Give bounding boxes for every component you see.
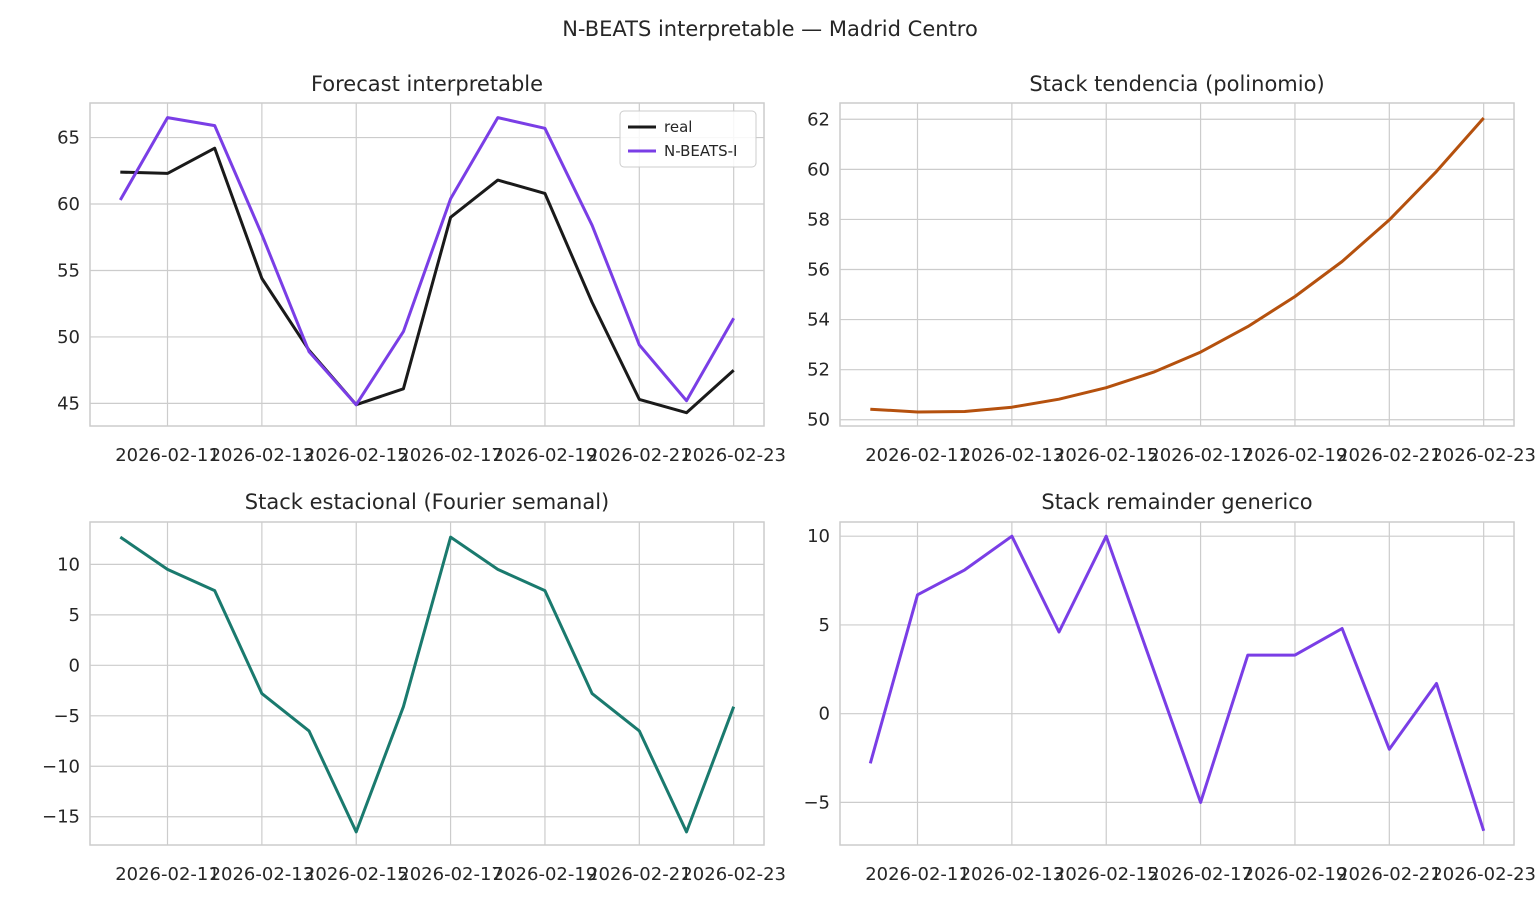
x-tick-label: 2026-02-17 xyxy=(398,864,503,885)
x-tick-label: 2026-02-11 xyxy=(115,445,220,466)
legend-label: real xyxy=(664,118,692,136)
figure-title: N-BEATS interpretable — Madrid Centro xyxy=(562,17,978,41)
y-tick-label: 50 xyxy=(57,327,80,348)
y-tick-label: 60 xyxy=(57,194,80,215)
y-tick-label: 62 xyxy=(807,109,830,130)
x-tick-label: 2026-02-17 xyxy=(1148,864,1253,885)
panel-4: 2026-02-112026-02-132026-02-152026-02-17… xyxy=(803,490,1536,885)
panel-title: Stack tendencia (polinomio) xyxy=(1029,72,1324,96)
x-tick-label: 2026-02-11 xyxy=(865,864,970,885)
x-tick-label: 2026-02-21 xyxy=(1337,445,1442,466)
panel-title: Stack estacional (Fourier semanal) xyxy=(245,490,609,514)
y-tick-label: 54 xyxy=(807,310,830,331)
x-tick-label: 2026-02-15 xyxy=(1054,864,1159,885)
x-tick-label: 2026-02-11 xyxy=(865,445,970,466)
x-tick-label: 2026-02-15 xyxy=(304,864,409,885)
plot-frame xyxy=(839,102,1515,427)
x-tick-label: 2026-02-17 xyxy=(398,445,503,466)
y-tick-label: 0 xyxy=(69,655,80,676)
x-tick-label: 2026-02-13 xyxy=(210,864,315,885)
y-tick-label: 65 xyxy=(57,128,80,149)
series-line-series-1 xyxy=(870,117,1485,414)
x-tick-label: 2026-02-15 xyxy=(1054,445,1159,466)
legend-label: N-BEATS-I xyxy=(664,142,737,160)
x-tick-label: 2026-02-15 xyxy=(304,445,409,466)
x-tick-label: 2026-02-21 xyxy=(587,445,692,466)
plot-frame xyxy=(839,521,1515,846)
x-tick-label: 2026-02-13 xyxy=(210,445,315,466)
panel-title: Stack remainder generico xyxy=(1041,490,1312,514)
x-tick-label: 2026-02-19 xyxy=(1243,445,1348,466)
series-line-real xyxy=(120,146,735,415)
series-line-series-1 xyxy=(868,534,1486,832)
panel-2: 2026-02-112026-02-132026-02-152026-02-17… xyxy=(807,72,1536,466)
y-tick-label: 58 xyxy=(807,209,830,230)
x-tick-label: 2026-02-23 xyxy=(1431,445,1536,466)
x-tick-label: 2026-02-19 xyxy=(493,445,598,466)
x-tick-label: 2026-02-23 xyxy=(681,864,786,885)
x-tick-label: 2026-02-13 xyxy=(960,445,1065,466)
x-tick-label: 2026-02-13 xyxy=(960,864,1065,885)
panel-3: 2026-02-112026-02-132026-02-152026-02-17… xyxy=(42,490,786,885)
x-tick-label: 2026-02-11 xyxy=(115,864,220,885)
y-tick-label: 60 xyxy=(807,159,830,180)
panel-title: Forecast interpretable xyxy=(311,72,543,96)
x-tick-label: 2026-02-23 xyxy=(1431,864,1536,885)
series-line-series-1 xyxy=(119,535,736,834)
y-tick-label: −5 xyxy=(53,706,80,727)
y-tick-label: −10 xyxy=(42,756,80,777)
legend-box xyxy=(619,110,757,168)
y-tick-label: 10 xyxy=(807,526,830,547)
plot-frame xyxy=(89,521,765,846)
y-tick-label: 52 xyxy=(807,360,830,381)
series-line-n-beats-i xyxy=(118,116,736,407)
y-tick-label: −15 xyxy=(42,807,80,828)
y-tick-label: 45 xyxy=(57,393,80,414)
x-tick-label: 2026-02-17 xyxy=(1148,445,1253,466)
x-tick-label: 2026-02-19 xyxy=(1243,864,1348,885)
plot-frame xyxy=(89,102,765,427)
x-tick-label: 2026-02-19 xyxy=(493,864,598,885)
y-tick-label: −5 xyxy=(803,792,830,813)
x-tick-label: 2026-02-23 xyxy=(681,445,786,466)
y-tick-label: 5 xyxy=(69,605,80,626)
legend: real N-BEATS-I xyxy=(619,110,757,168)
y-tick-label: 55 xyxy=(57,260,80,281)
y-tick-label: 5 xyxy=(819,615,830,636)
y-tick-label: 50 xyxy=(807,410,830,431)
y-tick-label: 10 xyxy=(57,554,80,575)
x-tick-label: 2026-02-21 xyxy=(587,864,692,885)
y-tick-label: 56 xyxy=(807,260,830,281)
x-tick-label: 2026-02-21 xyxy=(1337,864,1442,885)
panel-1: 2026-02-112026-02-132026-02-152026-02-17… xyxy=(57,72,786,466)
y-tick-label: 0 xyxy=(819,704,830,725)
